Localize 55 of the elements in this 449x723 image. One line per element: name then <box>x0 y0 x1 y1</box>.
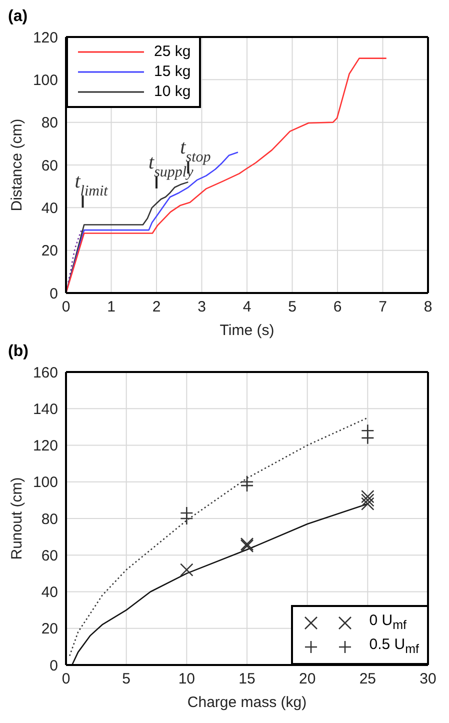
y-axis-title: Runout (cm) <box>8 477 26 560</box>
x-tick-label: 4 <box>242 298 252 316</box>
point <box>361 497 374 510</box>
x-tick-label: 20 <box>298 670 316 688</box>
line-series <box>66 58 388 293</box>
y-tick-label: 100 <box>32 72 58 89</box>
x-axis-title: Time (s) <box>220 322 274 339</box>
x-tick-label: 0 <box>62 670 70 688</box>
y-tick-label: 160 <box>32 364 58 382</box>
y-axis-title: Distance (cm) <box>8 118 26 212</box>
x-tick-label: 15 <box>238 670 256 688</box>
point <box>361 494 374 507</box>
x-tick-label: 30 <box>420 670 436 688</box>
x-tick-label: 2 <box>152 298 161 316</box>
y-tick-label: 20 <box>41 620 58 638</box>
y-tick-label: 60 <box>41 157 58 174</box>
legend-label: 0 U$_{mf}$ <box>369 611 406 634</box>
legend-label: 10 kg <box>154 82 191 102</box>
line-series <box>68 228 82 283</box>
legend-label: 0.5 U$_{mf}$ <box>369 635 419 658</box>
x-tick-label: 0 <box>62 298 70 316</box>
x-axis-title: Charge mass (kg) <box>187 694 307 711</box>
x-tick-label: 1 <box>107 298 116 316</box>
point <box>180 506 194 520</box>
x-tick-label: 8 <box>424 298 432 316</box>
x-tick-label: 3 <box>198 298 206 316</box>
point <box>361 490 374 504</box>
point <box>180 563 194 576</box>
y-tick-label: 40 <box>41 200 58 217</box>
y-tick-label: 0 <box>50 657 58 674</box>
y-tick-label: 0 <box>50 285 58 302</box>
line-series <box>68 417 368 656</box>
x-tick-label: 5 <box>288 298 296 316</box>
x-tick-label: 5 <box>122 670 131 688</box>
annotation: t$_{stop}$ <box>180 136 212 166</box>
chart-title: (a) <box>8 8 28 26</box>
y-tick-label: 40 <box>41 584 58 602</box>
y-tick-label: 120 <box>32 29 58 46</box>
x-tick-label: 6 <box>333 298 342 316</box>
annotation: t$_{limit}$ <box>74 170 109 200</box>
y-tick-label: 20 <box>41 242 58 260</box>
legend-label: 25 kg <box>154 42 191 62</box>
line-series <box>71 503 368 665</box>
x-tick-label: 10 <box>178 670 196 688</box>
legend-label: 15 kg <box>154 62 191 82</box>
y-tick-label: 100 <box>32 474 58 492</box>
y-tick-label: 120 <box>32 438 58 455</box>
chart-title: (b) <box>8 343 28 361</box>
y-tick-label: 80 <box>41 510 58 528</box>
y-tick-label: 60 <box>41 547 58 564</box>
y-tick-label: 80 <box>41 114 58 132</box>
x-tick-label: 25 <box>359 670 376 688</box>
x-tick-label: 7 <box>378 298 387 316</box>
point <box>361 424 374 438</box>
y-tick-label: 140 <box>32 400 58 418</box>
